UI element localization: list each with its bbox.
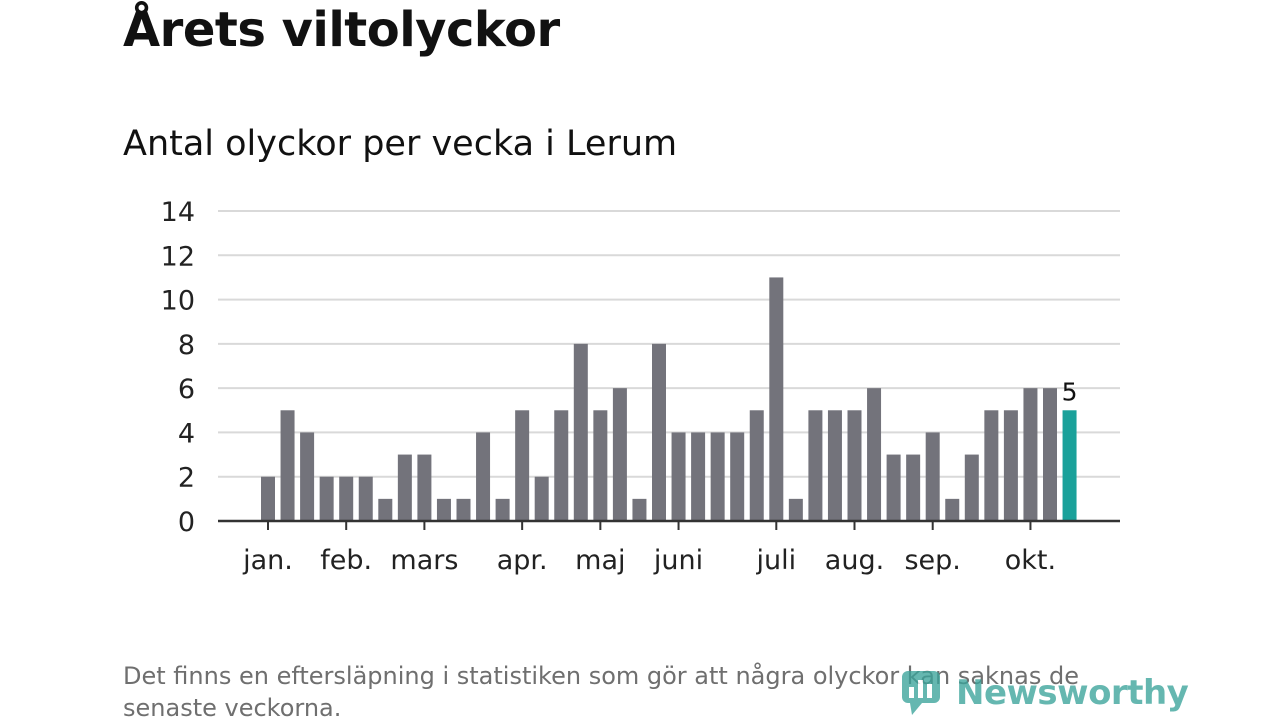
x-tick-label: aug. [825,545,884,576]
x-tick-label: apr. [497,545,548,576]
bar [671,432,686,521]
bar [788,498,803,521]
bar [749,410,764,521]
bar [593,410,608,521]
bar [515,410,530,521]
bar [964,454,979,521]
bar [261,476,275,521]
y-tick-label: 12 [161,241,195,272]
bar [319,476,334,521]
bar [1043,388,1057,521]
bar [652,343,666,521]
bar [691,432,706,521]
bar [769,277,784,521]
x-tick-label: mars [390,545,458,576]
bar [847,410,862,521]
bar [925,432,940,521]
bar [827,410,842,521]
bar [906,454,921,521]
bar [358,476,373,521]
brand-logo: Newsworthy [900,668,1189,718]
newsworthy-logo-icon [902,671,940,715]
brand-name: Newsworthy [956,673,1189,713]
y-tick-label: 14 [161,197,195,228]
data-label: 5 [1062,377,1078,406]
bar [397,454,412,521]
bar [984,410,999,521]
bar [573,343,588,521]
bar [710,432,725,521]
x-tick-label: sep. [904,545,960,576]
y-tick-label: 10 [161,286,195,317]
x-tick-label: maj [575,545,625,576]
bar [808,410,823,521]
y-tick-label: 8 [178,330,195,361]
bar [300,432,315,521]
bar [886,454,901,521]
x-tick-label: jan. [242,545,293,576]
x-tick-label: juli [755,545,796,576]
bar [456,498,471,521]
bar [730,432,745,521]
y-tick-label: 2 [178,463,195,494]
bar [339,476,354,521]
bar [612,388,627,521]
bar [1023,388,1038,521]
chart-subtitle: Antal olyckor per vecka i Lerum [123,124,678,164]
y-tick-label: 0 [178,507,195,538]
bar-highlight [1062,410,1077,521]
bar [945,498,960,521]
bar [476,432,491,521]
bar [495,498,510,521]
x-tick-label: feb. [320,545,372,576]
bar [632,498,647,521]
y-tick-label: 6 [178,374,195,405]
bar [867,388,882,521]
bar [280,410,295,521]
bar [534,476,549,521]
x-tick-label: juni [653,545,703,576]
bar [378,498,393,521]
bar [417,454,432,521]
bar [436,498,451,521]
page-title: Årets viltolyckor [123,2,560,58]
x-tick-label: okt. [1005,545,1056,576]
bar [1003,410,1018,521]
bar [554,410,569,521]
y-tick-label: 4 [178,418,195,449]
